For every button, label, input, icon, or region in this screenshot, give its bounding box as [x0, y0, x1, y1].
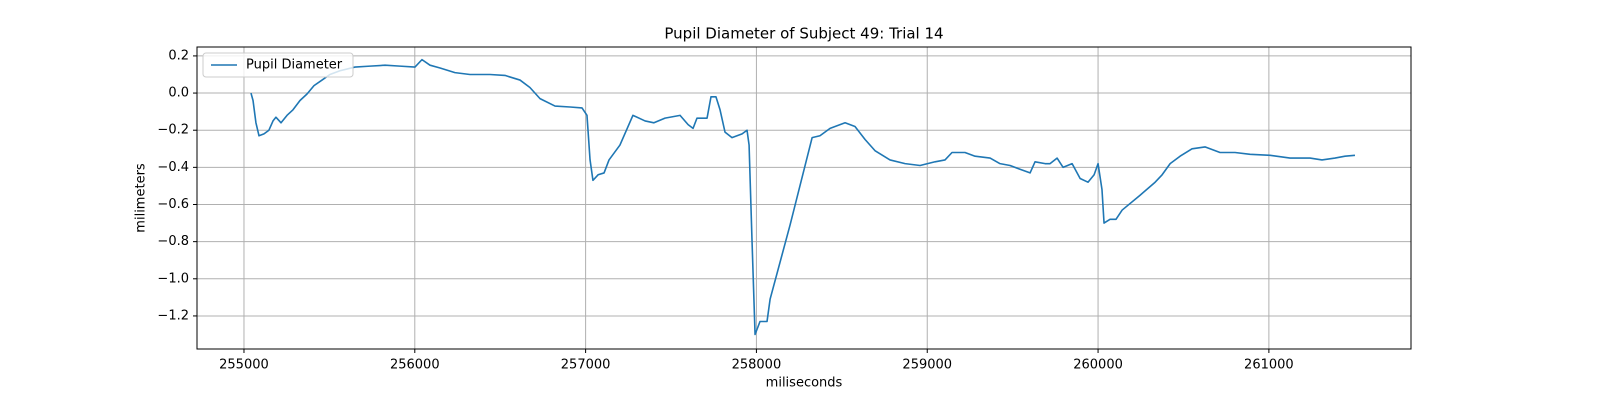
x-tick-label: 257000 [561, 358, 611, 373]
data-line [250, 58, 1356, 336]
x-tick-label: 258000 [732, 358, 782, 373]
x-tick-label: 256000 [390, 358, 440, 373]
y-tick-label: 0.0 [168, 86, 189, 101]
legend-label: Pupil Diameter [246, 58, 343, 73]
x-tick-label: 260000 [1073, 358, 1123, 373]
y-tick-label: −1.2 [157, 308, 189, 323]
plot-frame [196, 46, 1412, 350]
x-tick-label: 255000 [219, 358, 269, 373]
legend-box [202, 52, 354, 78]
y-tick-label: −0.2 [157, 123, 189, 138]
y-tick-label: −1.0 [157, 271, 189, 286]
y-tick-label: −0.4 [157, 160, 189, 175]
x-axis-label: miliseconds [766, 376, 843, 391]
y-tick-label: −0.8 [157, 234, 189, 249]
y-axis-label: milimeters [134, 163, 149, 233]
chart-title: Pupil Diameter of Subject 49: Trial 14 [664, 25, 943, 43]
y-tick-label: 0.2 [168, 48, 189, 63]
x-tick-label: 261000 [1244, 358, 1294, 373]
y-tick-label: −0.6 [157, 197, 189, 212]
x-tick-label: 259000 [902, 358, 952, 373]
